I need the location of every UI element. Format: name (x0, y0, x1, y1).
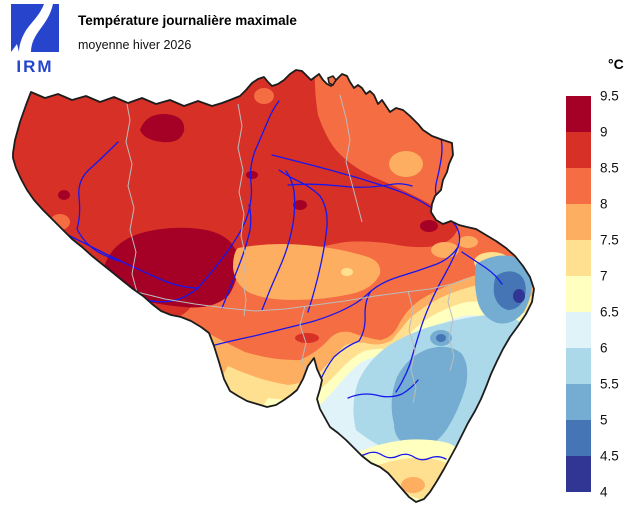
irm-logo-text: IRM (16, 57, 54, 76)
river-yser (76, 141, 119, 262)
province-line (237, 103, 247, 317)
river-demer (287, 183, 413, 188)
river-ambleve (461, 251, 503, 285)
river-lesse (347, 379, 419, 399)
province-line (125, 98, 138, 293)
belgium-outline (12, 69, 535, 503)
river-dijle (278, 169, 328, 313)
river-dender (221, 204, 252, 309)
province-line (407, 290, 417, 404)
province-line (339, 94, 363, 223)
irm-logo: IRM (10, 4, 60, 77)
province-line (447, 283, 455, 372)
baarle-hertog-enclave (327, 75, 337, 86)
river-scheldt (197, 100, 280, 289)
river-lys (57, 229, 199, 289)
river-ourthe (395, 246, 459, 393)
irm-logo-emblem (11, 4, 59, 52)
river-meuse (317, 137, 461, 387)
rivers (57, 100, 503, 461)
page-title: Température journalière maximale (78, 13, 297, 28)
river-albert-canal (271, 154, 431, 208)
province-line (136, 277, 471, 312)
river-sambre (195, 290, 372, 351)
page-subtitle: moyenne hiver 2026 (78, 38, 192, 52)
